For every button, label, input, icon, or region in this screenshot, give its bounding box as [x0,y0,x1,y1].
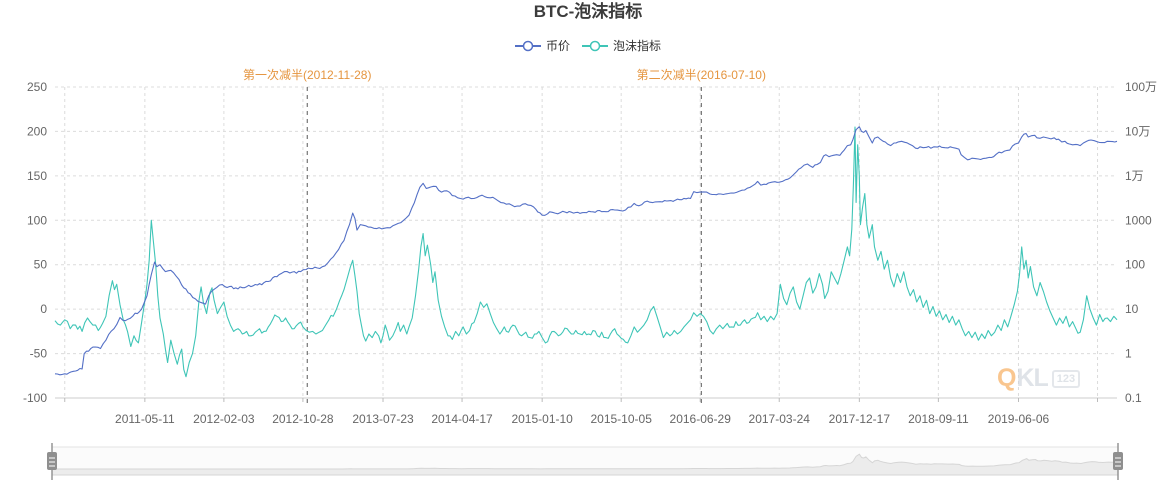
datazoom-right-handle[interactable] [1113,443,1123,480]
x-tick-label: 2017-03-24 [749,412,811,426]
x-tick-label: 2015-10-05 [590,412,652,426]
legend: 币价 泡沫指标 [0,37,1176,54]
x-tick-label: 2011-05-11 [115,412,175,426]
legend-item-bubble[interactable]: 泡沫指标 [582,37,661,54]
y-left-tick-label: 50 [34,258,48,272]
watermark-q: Q [997,364,1017,392]
watermark-kl: KL [1016,364,1048,392]
y-right-tick-label: 0.1 [1125,391,1142,405]
chart-title: BTC-泡沫指标 [533,2,643,21]
y-right-tick-label: 1000 [1125,213,1152,227]
x-tick-label: 2019-06-06 [988,412,1050,426]
bubble-indicator-line [54,126,1118,378]
x-tick-label: 2016-06-29 [670,412,732,426]
legend-label-bubble: 泡沫指标 [613,39,662,53]
y-right-tick-label: 100 [1125,258,1145,272]
halving-annotation-2: 第二次减半(2016-07-10) [637,68,766,82]
x-tick-label: 2014-04-17 [431,412,493,426]
line-circle-marker-icon [514,40,541,51]
y-left-tick-label: 100 [27,213,47,227]
y-right-tick-label: 100万 [1125,80,1157,94]
x-tick-label: 2012-10-28 [272,412,334,426]
datazoom-left-handle[interactable] [47,443,57,480]
legend-label-price: 币价 [545,39,570,53]
y-left-tick-label: -50 [30,347,48,361]
y-right-tick-label: 1 [1125,347,1132,361]
watermark: Q KL 123 [997,364,1081,392]
y-right-tick-label: 10 [1125,302,1139,316]
x-tick-label: 2017-12-17 [829,412,891,426]
y-right-tick-label: 1万 [1125,169,1144,183]
x-tick-label: 2012-02-03 [193,412,255,426]
y-left-tick-label: -100 [23,391,47,405]
x-tick-label: 2018-09-11 [908,412,969,426]
price-line [54,126,1118,376]
x-tick-label: 2015-01-10 [511,412,573,426]
datazoom-slider[interactable] [47,443,1123,480]
datazoom-data-shadow [51,453,1119,476]
x-tick-label: 2013-07-23 [352,412,414,426]
legend-item-price[interactable]: 币价 [514,37,570,54]
y-left-tick-label: 250 [27,80,47,94]
watermark-badge: 123 [1051,369,1081,388]
y-left-tick-label: 200 [27,124,47,138]
line-circle-marker-icon [582,40,608,51]
y-left-tick-label: 150 [27,169,47,183]
halving-annotation-1: 第一次减半(2012-11-28) [243,68,372,82]
y-left-tick-label: 0 [40,302,47,316]
y-right-tick-label: 10万 [1125,124,1150,138]
